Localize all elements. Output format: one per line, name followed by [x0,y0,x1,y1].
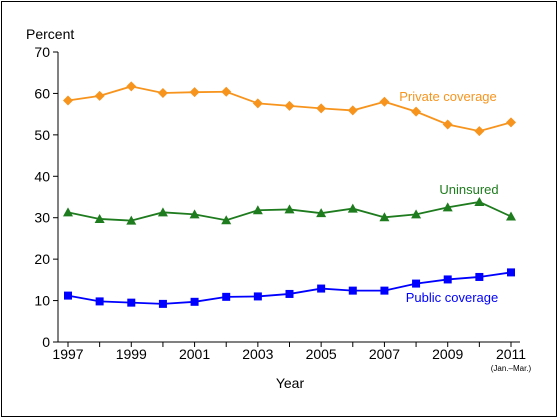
data-point [157,207,168,217]
x-tick-label: 1999 [116,346,147,362]
data-point [190,297,199,306]
series-private-coverage: Private coverage [63,81,516,137]
x-tick-note: (Jan.–Mar.) [491,364,532,373]
data-point [94,213,105,223]
y-tick-label: 10 [34,293,50,309]
x-tick-label: 1997 [52,346,83,362]
data-point [127,298,136,307]
series-uninsured: Uninsured [63,182,516,225]
data-point [316,103,327,114]
data-point [63,95,73,106]
data-point [380,286,389,295]
data-point [158,299,167,308]
data-point [474,196,485,206]
data-point [64,291,72,300]
x-tick-label: 2009 [432,346,463,362]
y-tick-label: 50 [34,127,50,143]
series-label: Uninsured [439,182,498,197]
data-point [347,203,358,213]
series-public-coverage: Public coverage [64,268,515,308]
data-point [252,98,263,109]
y-tick-label: 70 [34,44,50,60]
series-label: Public coverage [406,290,499,305]
y-axis-label: Percent [26,26,74,42]
data-point [252,205,263,215]
data-point [317,284,326,293]
y-tick-label: 60 [34,85,50,101]
data-point [157,88,168,99]
data-point [63,207,73,217]
data-point [316,208,327,218]
data-point [475,272,484,281]
series-label: Private coverage [399,89,497,104]
y-tick-label: 30 [34,210,50,226]
data-point [189,87,200,98]
data-point [348,286,357,295]
data-point [126,215,137,225]
x-tick-label: 2011 [496,346,526,362]
data-point [507,268,515,277]
series-layer: Private coverage Uninsured Public coverage [63,81,516,308]
data-point [222,292,231,301]
data-point [221,86,232,97]
x-tick-label: 2005 [306,346,337,362]
data-point [379,96,390,107]
data-point [95,297,104,306]
data-point [443,275,452,284]
data-point [189,209,200,219]
x-tick-label: 2001 [179,346,210,362]
y-tick-label: 20 [34,251,50,267]
data-point [221,215,232,225]
data-point [506,211,516,221]
axes: 0 10 20 30 40 50 60 70 1997 1999 2001 2003 2005 2007 2… [34,44,526,362]
data-point [126,81,137,92]
data-point [284,204,295,214]
data-point [442,119,453,130]
y-tick-label: 40 [34,168,50,184]
data-point [284,100,295,111]
data-point [506,117,516,128]
y-tick-label: 0 [42,334,50,350]
data-point [474,126,485,137]
data-point [285,289,294,298]
data-point [94,90,105,101]
data-point [411,209,422,219]
data-point [253,292,262,301]
data-point [442,202,453,212]
x-tick-label: 2007 [369,346,400,362]
data-point [347,105,358,116]
x-axis-label: Year [276,375,305,391]
data-point [412,279,421,288]
data-point [411,106,422,117]
x-tick-label: 2003 [242,346,273,362]
data-point [379,212,390,222]
